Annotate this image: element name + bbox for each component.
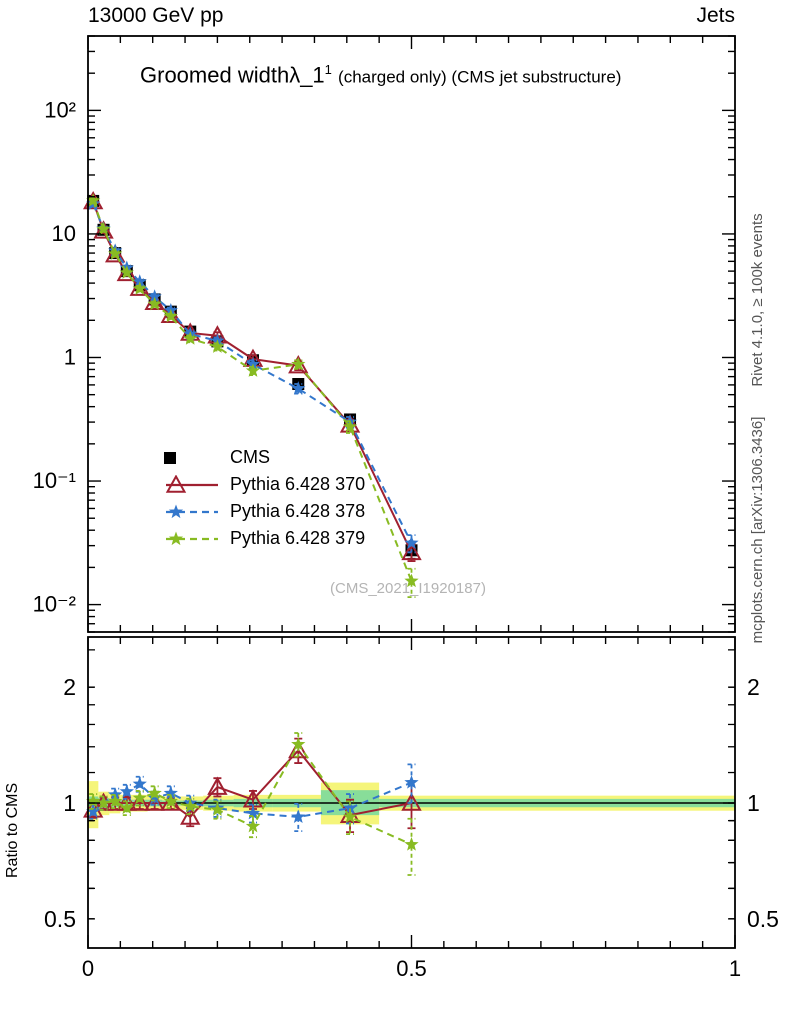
data-point-marker (82, 190, 104, 210)
legend-label: CMS (230, 447, 270, 467)
data-point-marker (291, 809, 306, 824)
header-category: Jets (696, 4, 735, 27)
legend-key-square-icon (164, 448, 220, 468)
side-label-mcplots: mcplots.cern.ch [arXiv:1306.3436] (749, 417, 766, 644)
data-point-marker (168, 531, 184, 545)
data-point-marker (245, 805, 261, 820)
y-tick-label-ratio: 2 (63, 674, 76, 700)
data-point-marker (291, 356, 306, 371)
legend-label: Pythia 6.428 379 (230, 528, 366, 548)
data-point-marker (147, 296, 162, 311)
data-point-marker (401, 541, 422, 561)
data-point-marker (132, 281, 147, 295)
legend-label: Pythia 6.428 378 (230, 501, 366, 521)
legend-item[interactable]: CMS (164, 444, 365, 471)
data-point-marker (86, 793, 101, 808)
y-tick-label-main: 10² (44, 97, 76, 122)
x-tick-label: 1 (729, 956, 741, 981)
legend: CMS Pythia 6.428 370 Pythia 6.428 378 Pythi… (164, 444, 365, 552)
y-tick-label-main: 10⁻¹ (33, 468, 76, 493)
data-point-marker (245, 818, 261, 833)
data-point-marker (404, 837, 419, 851)
analysis-id-watermark: (CMS_2021_I1920187) (330, 580, 486, 597)
data-point-marker (96, 221, 111, 236)
error-bar (407, 763, 416, 804)
data-point-marker (207, 776, 228, 795)
data-point-marker (86, 193, 101, 207)
legend-item[interactable]: Pythia 6.428 379 (164, 525, 365, 552)
legend-label: Pythia 6.428 370 (230, 474, 366, 494)
data-point-marker (288, 355, 309, 374)
data-point-marker (180, 806, 201, 825)
y-tick-label-ratio-right: 2 (747, 674, 760, 700)
data-point-marker (119, 800, 134, 815)
data-point-marker (144, 792, 165, 811)
legend-key-star-icon (164, 529, 220, 549)
data-point-marker (183, 798, 198, 813)
y-tick-label-ratio-right: 0.5 (747, 906, 779, 932)
header-beam-energy: 13000 GeV pp (88, 4, 224, 27)
data-point-marker (339, 804, 361, 823)
data-point-marker (147, 785, 162, 800)
data-point-marker (132, 790, 147, 805)
data-point-marker (93, 220, 114, 239)
ratio-axis-title: Ratio to CMS (4, 782, 21, 878)
data-point-marker (342, 809, 358, 824)
y-tick-label-ratio: 0.5 (44, 906, 76, 932)
y-tick-label-ratio: 1 (63, 790, 76, 816)
data-point-marker (132, 274, 147, 288)
data-point-marker (401, 792, 422, 811)
ratio-series (86, 732, 419, 876)
data-point-marker (342, 419, 358, 433)
data-point-marker (164, 451, 176, 464)
y-tick-label-ratio-right: 1 (747, 790, 760, 816)
y-tick-label-main: 10⁻² (33, 592, 76, 617)
data-point-marker (163, 785, 178, 800)
legend-item[interactable]: Pythia 6.428 370 (164, 471, 365, 498)
legend-key-triangle-icon (164, 474, 220, 495)
data-point-marker (404, 573, 419, 588)
data-point-marker (147, 289, 162, 303)
data-point-marker (96, 795, 111, 810)
x-tick-label: 0 (82, 956, 94, 981)
main-series (86, 193, 419, 598)
data-point-marker (108, 793, 123, 808)
plot-title: Groomed widthλ_11 (charged only) (CMS je… (140, 62, 621, 88)
data-point-marker (168, 504, 184, 518)
data-point-marker (291, 736, 306, 751)
data-point-marker (163, 308, 178, 323)
legend-key-star-icon (164, 502, 220, 522)
data-point-marker (291, 381, 306, 395)
side-label-rivet: Rivet 4.1.0, ≥ 100k events (749, 213, 766, 386)
data-point-marker (147, 790, 162, 805)
data-point-marker (129, 792, 150, 811)
y-tick-label-main: 1 (64, 344, 76, 369)
data-point-marker (132, 776, 147, 791)
x-tick-label: 0.5 (396, 956, 427, 981)
data-point-marker (86, 804, 101, 818)
plot-title-qualifier: (charged only) (CMS jet substructure) (338, 67, 622, 87)
data-point-marker (144, 291, 165, 311)
plot-title-superscript: 1 (324, 62, 332, 77)
plot-title-symbol: λ_1 (289, 62, 325, 88)
data-point-marker (245, 363, 261, 377)
data-point-marker (183, 331, 198, 345)
data-point-marker (210, 339, 225, 353)
data-point-marker (119, 784, 134, 798)
legend-item[interactable]: Pythia 6.428 378 (164, 498, 365, 525)
plot-title-main: Groomed width (140, 62, 290, 88)
data-point-marker (404, 535, 419, 550)
data-point-marker (210, 802, 225, 816)
data-point-marker (108, 246, 123, 260)
data-point-marker (404, 775, 419, 789)
data-point-marker (163, 793, 178, 808)
data-point-marker (342, 800, 358, 815)
data-point-marker (119, 265, 134, 279)
y-tick-label-main: 10 (52, 221, 76, 246)
error-bar (294, 802, 303, 833)
data-point-marker (165, 474, 187, 493)
